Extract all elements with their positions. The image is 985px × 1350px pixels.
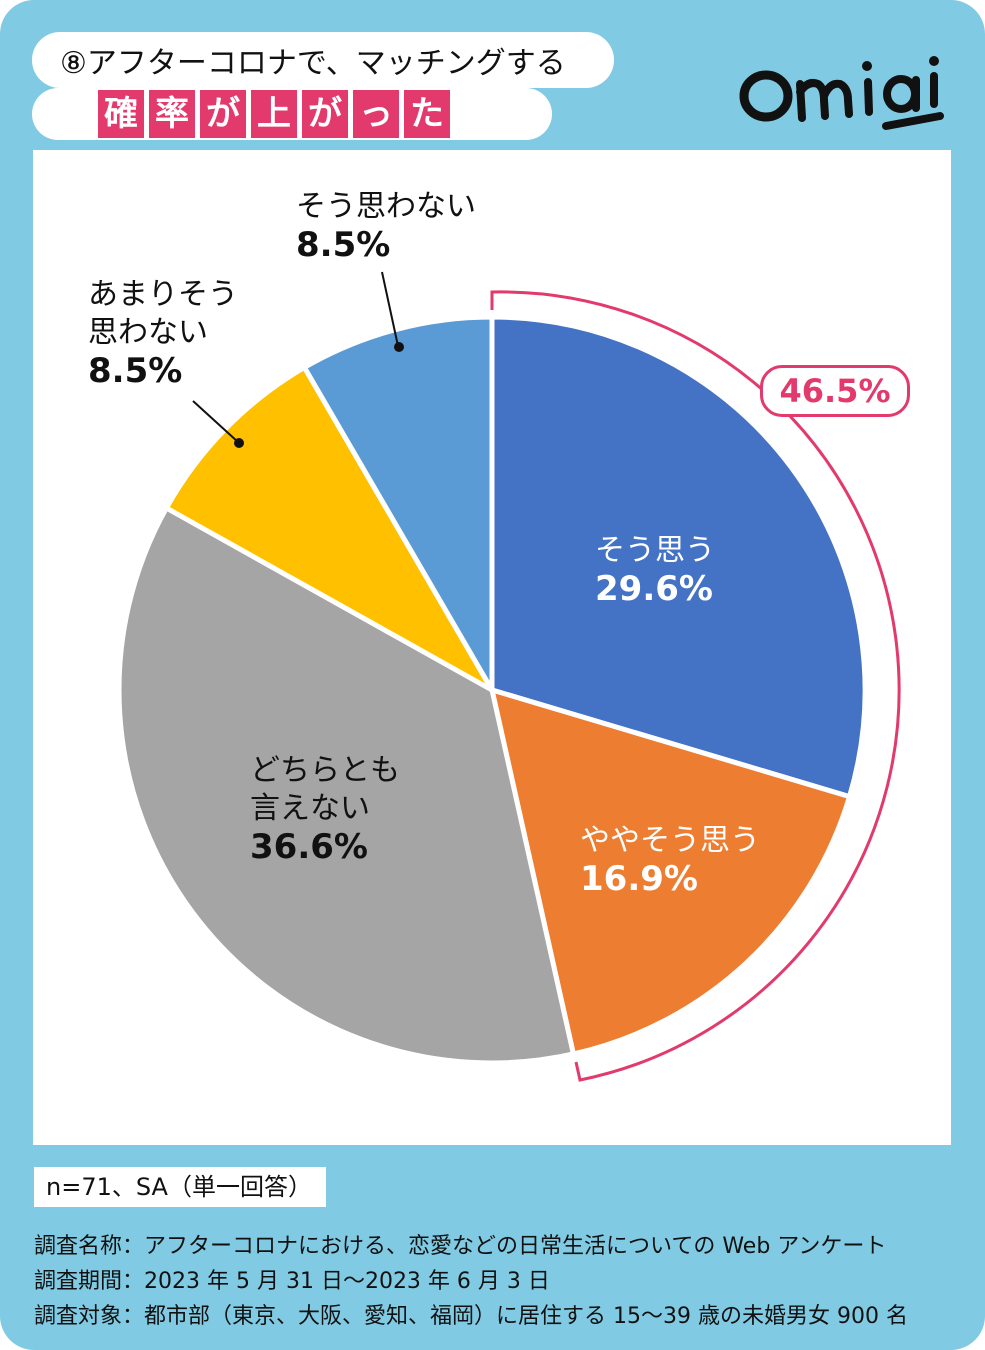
slice-sou-omou <box>489 314 868 800</box>
title-char: っ <box>353 90 399 138</box>
slice-yaya-sou-omou <box>489 687 852 1057</box>
leader-dot <box>394 342 404 352</box>
title-char: 確 <box>98 90 144 138</box>
slice-amari-sou-omowanai <box>163 364 495 693</box>
title-line-2: 確率が上がった <box>32 88 552 140</box>
label-amari-sou-omowanai: あまりそう 思わない 8.5% <box>88 277 238 391</box>
survey-target: 調査対象：都市部（東京、大阪、愛知、福岡）に居住する 15〜39 歳の未婚男女 … <box>34 1304 908 1329</box>
title-text: ⑧アフターコロナで、マッチングする <box>60 46 566 81</box>
survey-period: 調査期間：2023 年 5 月 31 日〜2023 年 6 月 3 日 <box>34 1269 550 1294</box>
title-char: 上 <box>251 90 297 138</box>
omiai-logo <box>739 56 944 130</box>
title-char: が <box>200 90 246 138</box>
label-sou-omowanai: そう思わない 8.5% <box>296 189 476 265</box>
title-char: が <box>302 90 348 138</box>
survey-name: 調査名称：アフターコロナにおける、恋愛などの日常生活についての Web アンケー… <box>34 1234 887 1259</box>
combined-bracket <box>490 290 901 1082</box>
label-dochira-tomo-ienai: どちらとも 言えない 36.6% <box>250 753 400 867</box>
sample-size-note: n=71、SA（単一回答） <box>34 1167 326 1207</box>
leader-dot <box>234 438 244 448</box>
title-char: た <box>404 90 450 138</box>
label-yaya-sou-omou: ややそう思う 16.9% <box>580 823 760 899</box>
label-sou-omou: そう思う 29.6% <box>595 533 715 609</box>
title-char: 率 <box>149 90 195 138</box>
title-line-1: ⑧アフターコロナで、マッチングする <box>32 32 614 88</box>
combined-percentage-badge: 46.5% <box>760 365 910 417</box>
slice-dochira-tomo-ienai <box>116 505 576 1066</box>
